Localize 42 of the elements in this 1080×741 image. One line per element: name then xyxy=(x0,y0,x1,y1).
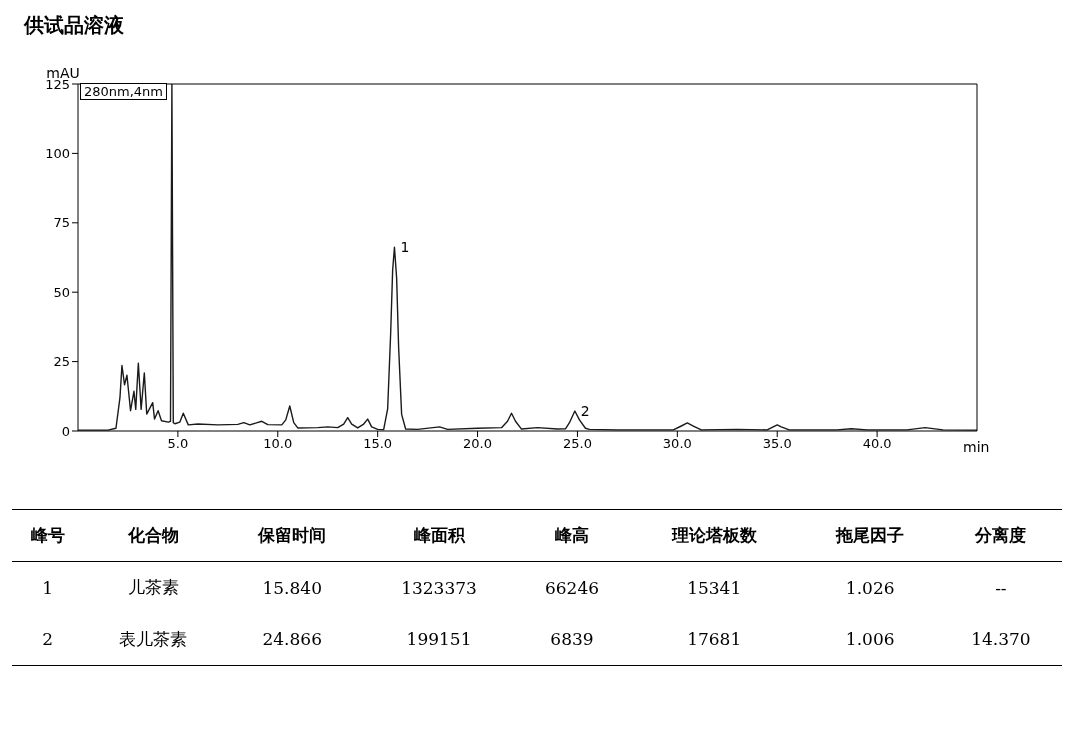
y-tick-label: 25 xyxy=(53,354,70,370)
y-tick-label: 75 xyxy=(53,215,70,231)
legend-title: 280nm,4nm xyxy=(80,83,168,100)
x-tick-label: 10.0 xyxy=(263,436,293,452)
text: 1.026 xyxy=(844,576,896,600)
text: 儿茶素 xyxy=(126,576,180,600)
text: 保留时间 xyxy=(257,524,328,547)
text: 199151 xyxy=(405,628,473,652)
x-tick-label: 35.0 xyxy=(762,436,792,452)
text: 2 xyxy=(41,628,55,652)
x-tick-label: 15.0 xyxy=(363,436,393,452)
text: 理论塔板数 xyxy=(670,524,758,547)
text: 拖尾因子 xyxy=(834,524,906,547)
x-axis-title: min xyxy=(963,439,990,455)
y-tick-label: 50 xyxy=(53,284,70,300)
annotation: 2 xyxy=(580,402,590,419)
x-tick-label: 20.0 xyxy=(463,436,493,452)
text: -- xyxy=(994,576,1008,600)
text: 1323373 xyxy=(400,576,478,600)
text: 15341 xyxy=(686,576,743,600)
text: 峰号 xyxy=(29,524,66,547)
x-tick-label: 25.0 xyxy=(562,436,592,452)
text: 24.866 xyxy=(261,628,323,652)
text: 17681 xyxy=(686,628,743,652)
text: 15.840 xyxy=(261,576,323,600)
x-tick-label: 30.0 xyxy=(662,436,692,452)
y-tick-label: 100 xyxy=(45,146,70,162)
text: 6839 xyxy=(549,628,595,652)
chart-title: 供试品溶液 xyxy=(23,12,125,39)
text: 峰高 xyxy=(554,524,590,547)
annotation: 1 xyxy=(400,239,410,256)
text: 表儿茶素 xyxy=(118,627,189,651)
text: 分离度 xyxy=(974,524,1028,547)
text: 1 xyxy=(41,576,55,600)
y-tick-label: 0 xyxy=(61,423,70,439)
text: 1.006 xyxy=(844,628,896,652)
x-tick-label: 40.0 xyxy=(862,436,892,452)
x-tick-label: 5.0 xyxy=(167,436,189,452)
text: 14.370 xyxy=(970,628,1032,652)
text: 66246 xyxy=(543,576,601,600)
text: 峰面积 xyxy=(412,524,467,547)
text: 化合物 xyxy=(126,524,180,547)
